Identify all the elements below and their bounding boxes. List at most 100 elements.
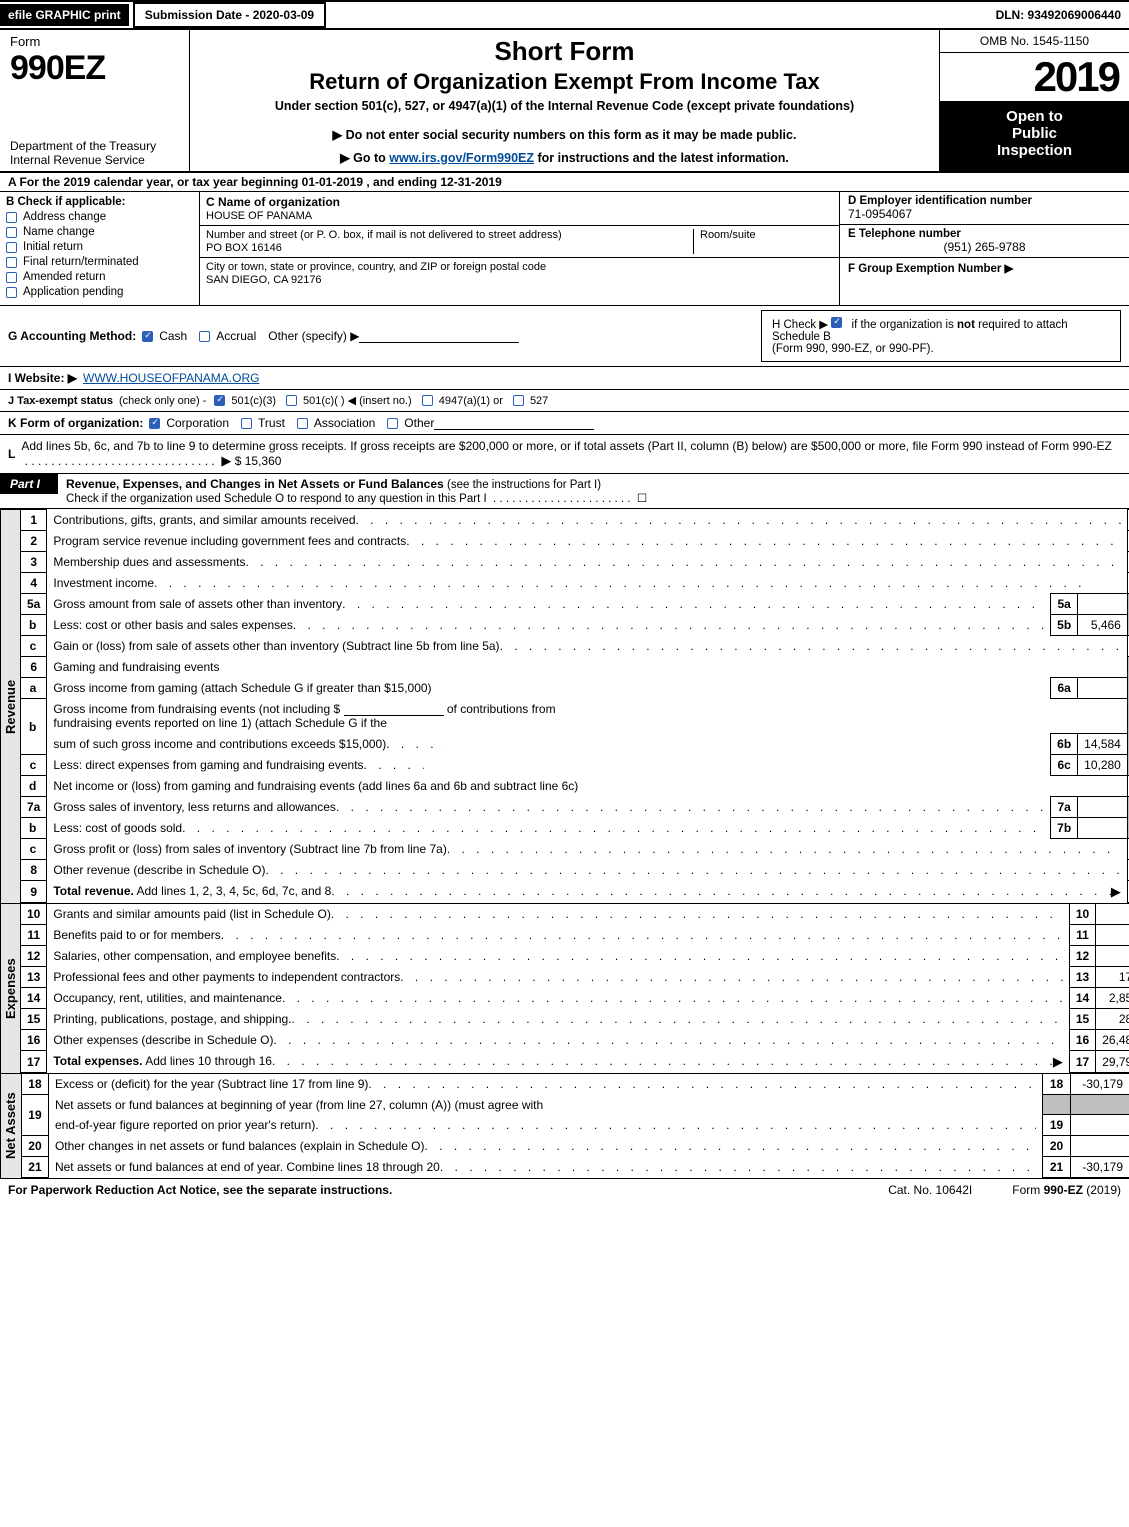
line-19-a: 19 Net assets or fund balances at beginn…: [22, 1095, 1129, 1115]
ln-10-desc: Grants and similar amounts paid (list in…: [53, 907, 330, 921]
row-g-h: G Accounting Method: Cash Accrual Other …: [0, 306, 1129, 367]
line-7c: c Gross profit or (loss) from sales of i…: [21, 839, 1129, 860]
ln-6c-mv: 10,280: [1078, 755, 1128, 776]
ln-17-desc: Total expenses.: [53, 1054, 142, 1068]
ln-20-col: 20: [1043, 1136, 1070, 1157]
title-sub: Under section 501(c), 527, or 4947(a)(1)…: [200, 99, 929, 113]
line-18: 18 Excess or (deficit) for the year (Sub…: [22, 1074, 1129, 1095]
j-527: 527: [530, 395, 548, 407]
ln-13-val: 175: [1096, 967, 1129, 988]
row-k: K Form of organization: Corporation Trus…: [0, 412, 1129, 435]
ln-20-desc: Other changes in net assets or fund bala…: [55, 1139, 425, 1153]
chk-527[interactable]: [513, 395, 524, 406]
side-label-expenses: Expenses: [0, 903, 21, 1073]
chk-501c[interactable]: [286, 395, 297, 406]
chk-corporation[interactable]: [149, 418, 160, 429]
c-addr-value: PO BOX 16146: [206, 242, 693, 254]
inspect-line-3: Inspection: [944, 142, 1125, 159]
ln-19-val: [1070, 1115, 1129, 1136]
k-assoc: Association: [314, 416, 375, 430]
j-4947: 4947(a)(1) or: [439, 395, 503, 407]
form-number: 990EZ: [10, 49, 181, 88]
l-text-body: Add lines 5b, 6c, and 7b to line 9 to de…: [21, 439, 1112, 453]
chk-cash[interactable]: [142, 331, 153, 342]
line-6b-2: sum of such gross income and contributio…: [21, 734, 1129, 755]
g-other-field[interactable]: [359, 329, 519, 343]
part-1-title: Revenue, Expenses, and Changes in Net As…: [66, 477, 444, 491]
chk-4947[interactable]: [422, 395, 433, 406]
website-link[interactable]: WWW.HOUSEOFPANAMA.ORG: [83, 371, 259, 385]
h-mid: if the organization is: [852, 319, 957, 331]
ln-6b-d2: of contributions from: [447, 702, 556, 716]
chk-other-org[interactable]: [387, 418, 398, 429]
section-h: H Check ▶ if the organization is not req…: [761, 310, 1121, 362]
row-a-tax-year: A For the 2019 calendar year, or tax yea…: [0, 173, 1129, 192]
opt-final-return: Final return/terminated: [23, 256, 139, 268]
ln-1-num: 1: [21, 510, 47, 531]
chk-trust[interactable]: [241, 418, 252, 429]
h-not: not: [957, 319, 975, 331]
irs-link[interactable]: www.irs.gov/Form990EZ: [389, 151, 534, 165]
l-text: Add lines 5b, 6c, and 7b to line 9 to de…: [21, 439, 1121, 469]
line-8: 8 Other revenue (describe in Schedule O)…: [21, 860, 1129, 881]
k-corp: Corporation: [166, 416, 229, 430]
line-7b: b Less: cost of goods sold 7b: [21, 818, 1129, 839]
chk-schedule-b-not-required[interactable]: [831, 317, 842, 328]
footer-form-ref: Form 990-EZ (2019): [1012, 1183, 1121, 1197]
ln-7c-desc: Gross profit or (loss) from sales of inv…: [53, 842, 446, 856]
ssn-warning: ▶ Do not enter social security numbers o…: [200, 127, 929, 142]
header-right: OMB No. 1545-1150 2019 Open to Public In…: [939, 30, 1129, 171]
ln-3-desc: Membership dues and assessments: [53, 555, 245, 569]
chk-address-change[interactable]: [6, 212, 17, 223]
ln-11-col: 11: [1069, 925, 1095, 946]
ln-15-val: 282: [1096, 1009, 1129, 1030]
ln-12-val: [1096, 946, 1129, 967]
row-l: L Add lines 5b, 6c, and 7b to line 9 to …: [0, 435, 1129, 473]
net-assets-table: 18 Excess or (deficit) for the year (Sub…: [22, 1073, 1129, 1178]
j-501c3: 501(c)(3): [231, 395, 276, 407]
e-tel-value: (951) 265-9788: [848, 240, 1121, 254]
k-other-field[interactable]: [434, 416, 594, 430]
line-2: 2 Program service revenue including gove…: [21, 531, 1129, 552]
ln-6b-amount-field[interactable]: [344, 702, 444, 716]
ln-5b-mn: 5b: [1051, 615, 1078, 636]
ln-5a-mv: [1078, 594, 1128, 615]
title-return: Return of Organization Exempt From Incom…: [200, 69, 929, 95]
chk-association[interactable]: [297, 418, 308, 429]
ln-6b-mv: 14,584: [1078, 734, 1128, 755]
ln-5c-desc: Gain or (loss) from sale of assets other…: [53, 639, 499, 653]
chk-name-change[interactable]: [6, 227, 17, 238]
ln-15-col: 15: [1069, 1009, 1095, 1030]
part-1-checkbox[interactable]: ☐: [637, 493, 647, 505]
part-1-label: Part I: [0, 474, 58, 494]
ln-19-grey: [1043, 1095, 1070, 1115]
opt-address-change: Address change: [23, 211, 106, 223]
form-word: Form: [10, 34, 181, 49]
side-label-revenue: Revenue: [0, 509, 21, 903]
chk-initial-return[interactable]: [6, 242, 17, 253]
ln-18-col: 18: [1043, 1074, 1070, 1095]
footer-paperwork: For Paperwork Reduction Act Notice, see …: [8, 1183, 848, 1197]
line-1: 1 Contributions, gifts, grants, and simi…: [21, 510, 1129, 531]
chk-amended-return[interactable]: [6, 272, 17, 283]
chk-accrual[interactable]: [199, 331, 210, 342]
dept-treasury: Department of the Treasury: [10, 139, 181, 153]
ln-20-val: [1070, 1136, 1129, 1157]
room-suite-label: Room/suite: [693, 229, 833, 254]
g-other: Other (specify) ▶: [268, 329, 359, 343]
k-label: K Form of organization:: [8, 416, 143, 430]
section-d-e-f: D Employer identification number 71-0954…: [839, 192, 1129, 305]
line-17: 17 Total expenses. Add lines 10 through …: [21, 1051, 1129, 1073]
line-20: 20 Other changes in net assets or fund b…: [22, 1136, 1129, 1157]
chk-application-pending[interactable]: [6, 287, 17, 298]
line-5a: 5a Gross amount from sale of assets othe…: [21, 594, 1129, 615]
part-1-checknote-text: Check if the organization used Schedule …: [66, 493, 487, 505]
line-4: 4 Investment income 4 23: [21, 573, 1129, 594]
chk-501c3[interactable]: [214, 395, 225, 406]
line-6d: d Net income or (loss) from gaming and f…: [21, 776, 1129, 797]
line-6: 6 Gaming and fundraising events: [21, 657, 1129, 678]
ln-7a-mv: [1078, 797, 1128, 818]
chk-final-return[interactable]: [6, 257, 17, 268]
line-13: 13 Professional fees and other payments …: [21, 967, 1129, 988]
g-label: G Accounting Method:: [8, 329, 136, 343]
